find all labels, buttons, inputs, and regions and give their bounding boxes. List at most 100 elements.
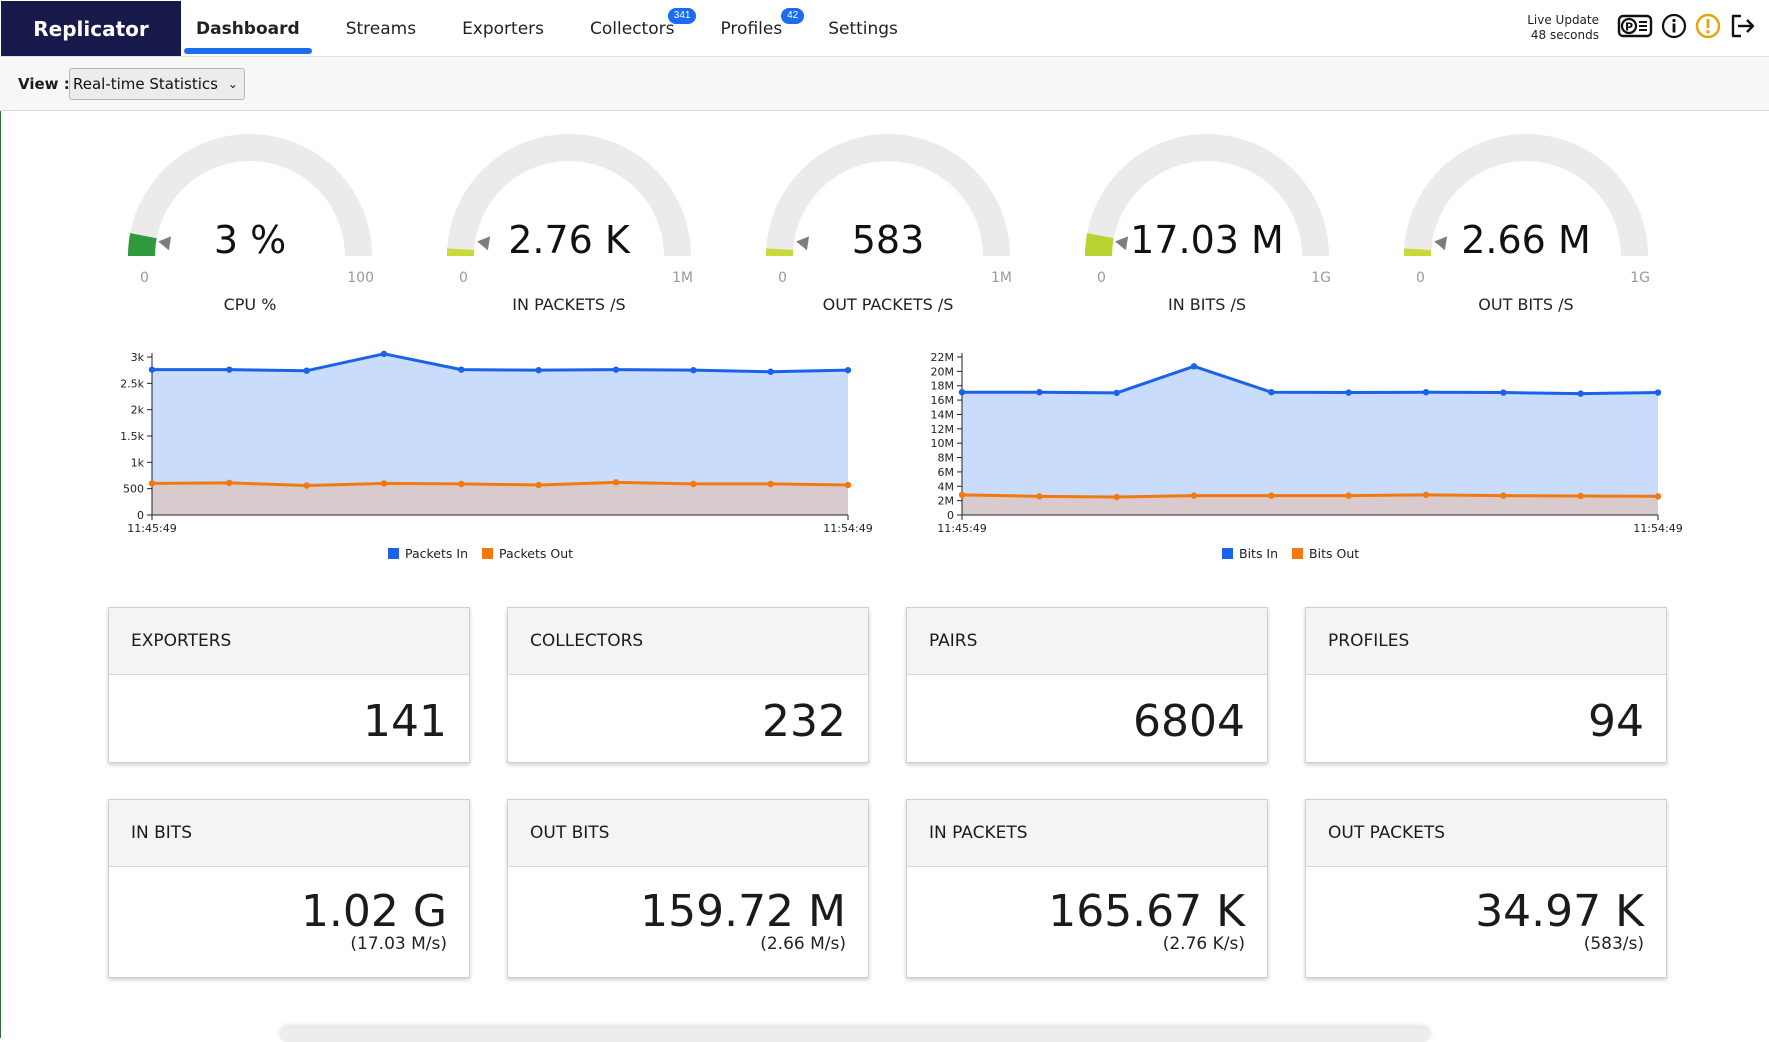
data-point bbox=[690, 366, 697, 374]
gauge-pointer bbox=[477, 236, 491, 251]
data-point bbox=[1654, 389, 1662, 396]
y-tick-label: 10M bbox=[931, 437, 955, 450]
data-point bbox=[1654, 493, 1662, 500]
gauge-dial bbox=[1404, 134, 1648, 256]
view-select[interactable]: Real-time Statistics ⌄ bbox=[69, 68, 245, 100]
tab-collectors[interactable]: Collectors 341 bbox=[590, 0, 697, 56]
logout-icon[interactable] bbox=[1729, 13, 1757, 39]
tab-settings[interactable]: Settings bbox=[828, 0, 898, 56]
tab-profiles[interactable]: Profiles 42 bbox=[720, 0, 805, 56]
series-line bbox=[962, 364, 1659, 396]
gauge-label: IN PACKETS /S bbox=[512, 295, 626, 314]
live-update-status: Live Update 48 seconds bbox=[1527, 13, 1599, 43]
legend-item[interactable]: Packets Out bbox=[482, 546, 573, 561]
card-title: PAIRS bbox=[907, 608, 1267, 675]
series-line bbox=[151, 480, 849, 488]
data-point bbox=[1190, 363, 1198, 370]
gauge: 17.03 M 0 1G IN BITS /S bbox=[1057, 130, 1357, 320]
in-packets-card[interactable]: IN PACKETS 165.67 K (2.76 K/s) bbox=[906, 799, 1268, 978]
gauge-label: CPU % bbox=[223, 295, 277, 314]
card-value: 6804 bbox=[1133, 696, 1245, 747]
brand-logo[interactable]: Replicator bbox=[1, 1, 181, 56]
svg-text:P: P bbox=[1625, 21, 1633, 34]
tab-exporters[interactable]: Exporters bbox=[462, 0, 544, 56]
series-line bbox=[152, 352, 849, 374]
tab-label: Collectors bbox=[590, 19, 675, 39]
data-point bbox=[303, 367, 310, 374]
y-tick-label: 18M bbox=[931, 380, 955, 393]
view-bar: View : Real-time Statistics ⌄ bbox=[0, 57, 1769, 111]
gauge-value: 3 % bbox=[213, 218, 287, 262]
legend-item[interactable]: Bits In bbox=[1222, 546, 1278, 561]
data-point bbox=[1422, 491, 1430, 499]
data-point bbox=[612, 479, 620, 486]
data-point bbox=[767, 480, 774, 488]
gauge-value: 17.03 M bbox=[1130, 218, 1284, 262]
data-point bbox=[535, 481, 542, 489]
data-point bbox=[1500, 492, 1507, 499]
legend-item[interactable]: Bits Out bbox=[1292, 546, 1359, 561]
data-point bbox=[1113, 493, 1120, 501]
data-point bbox=[535, 366, 542, 374]
series-area bbox=[962, 366, 1658, 515]
gauge-track bbox=[447, 134, 691, 256]
card-rate: (583/s) bbox=[1583, 934, 1644, 954]
info-icon[interactable] bbox=[1661, 13, 1687, 39]
live-update-seconds: 48 seconds bbox=[1530, 28, 1599, 42]
license-icon[interactable]: P bbox=[1617, 13, 1653, 39]
y-tick-label: 12M bbox=[931, 423, 955, 436]
series-line bbox=[961, 493, 1659, 499]
x-tick-label: 11:54:49 bbox=[1633, 522, 1682, 535]
data-point bbox=[690, 480, 697, 488]
tab-streams[interactable]: Streams bbox=[346, 0, 416, 56]
gauge-value: 2.66 M bbox=[1461, 218, 1591, 262]
card-title: COLLECTORS bbox=[508, 608, 868, 675]
card-title: IN PACKETS bbox=[907, 800, 1267, 867]
out-packets-card[interactable]: OUT PACKETS 34.97 K (583/s) bbox=[1305, 799, 1667, 978]
tab-label: Exporters bbox=[462, 19, 545, 39]
y-tick-label: 6M bbox=[938, 466, 955, 479]
out-bits-card[interactable]: OUT BITS 159.72 M (2.66 M/s) bbox=[507, 799, 869, 978]
gauge-value: 2.76 K bbox=[508, 218, 630, 262]
tab-dashboard[interactable]: Dashboard bbox=[184, 0, 312, 56]
tab-label: Dashboard bbox=[196, 19, 300, 39]
data-point bbox=[958, 388, 966, 396]
bottom-panel-edge bbox=[280, 1028, 1430, 1042]
gauge: 2.76 K 0 1M IN PACKETS /S bbox=[419, 130, 719, 320]
y-tick-label: 1.5k bbox=[120, 430, 144, 443]
gauge-max: 100 bbox=[347, 270, 374, 286]
gauge-pointer bbox=[1115, 236, 1129, 251]
gauge-label: IN BITS /S bbox=[1167, 295, 1247, 314]
view-select-value: Real-time Statistics bbox=[73, 75, 218, 93]
tab-label: Profiles bbox=[720, 19, 783, 39]
x-tick-label: 11:45:49 bbox=[127, 522, 176, 535]
gauge-track bbox=[766, 134, 1010, 256]
in-bits-card[interactable]: IN BITS 1.02 G (17.03 M/s) bbox=[108, 799, 470, 978]
card-rate: (2.76 K/s) bbox=[1162, 934, 1245, 954]
exporters-card[interactable]: EXPORTERS 141 bbox=[108, 607, 470, 763]
y-tick-label: 16M bbox=[931, 394, 955, 407]
card-title: IN BITS bbox=[109, 800, 469, 867]
live-update-label: Live Update bbox=[1527, 13, 1599, 27]
y-tick-label: 500 bbox=[123, 483, 144, 496]
gauge-pointer bbox=[1434, 236, 1448, 251]
data-point bbox=[1345, 389, 1352, 396]
card-value: 34.97 K bbox=[1475, 886, 1644, 937]
legend-item[interactable]: Packets In bbox=[388, 546, 468, 561]
pairs-card[interactable]: PAIRS 6804 bbox=[906, 607, 1268, 763]
series-area bbox=[152, 353, 848, 515]
alert-icon[interactable] bbox=[1695, 13, 1721, 39]
data-point bbox=[844, 366, 852, 374]
profiles-card[interactable]: PROFILES 94 bbox=[1305, 607, 1667, 763]
y-tick-label: 2.5k bbox=[120, 377, 144, 390]
y-tick-label: 1k bbox=[131, 456, 145, 469]
collectors-card[interactable]: COLLECTORS 232 bbox=[507, 607, 869, 763]
data-point bbox=[1500, 389, 1507, 396]
gauge-track bbox=[128, 134, 372, 256]
data-point bbox=[1345, 492, 1352, 499]
gauge-pointer bbox=[158, 236, 172, 251]
gauge-max: 1G bbox=[1311, 270, 1331, 286]
y-tick-label: 4M bbox=[938, 480, 955, 493]
card-value: 232 bbox=[762, 696, 846, 747]
data-point bbox=[1577, 390, 1584, 397]
